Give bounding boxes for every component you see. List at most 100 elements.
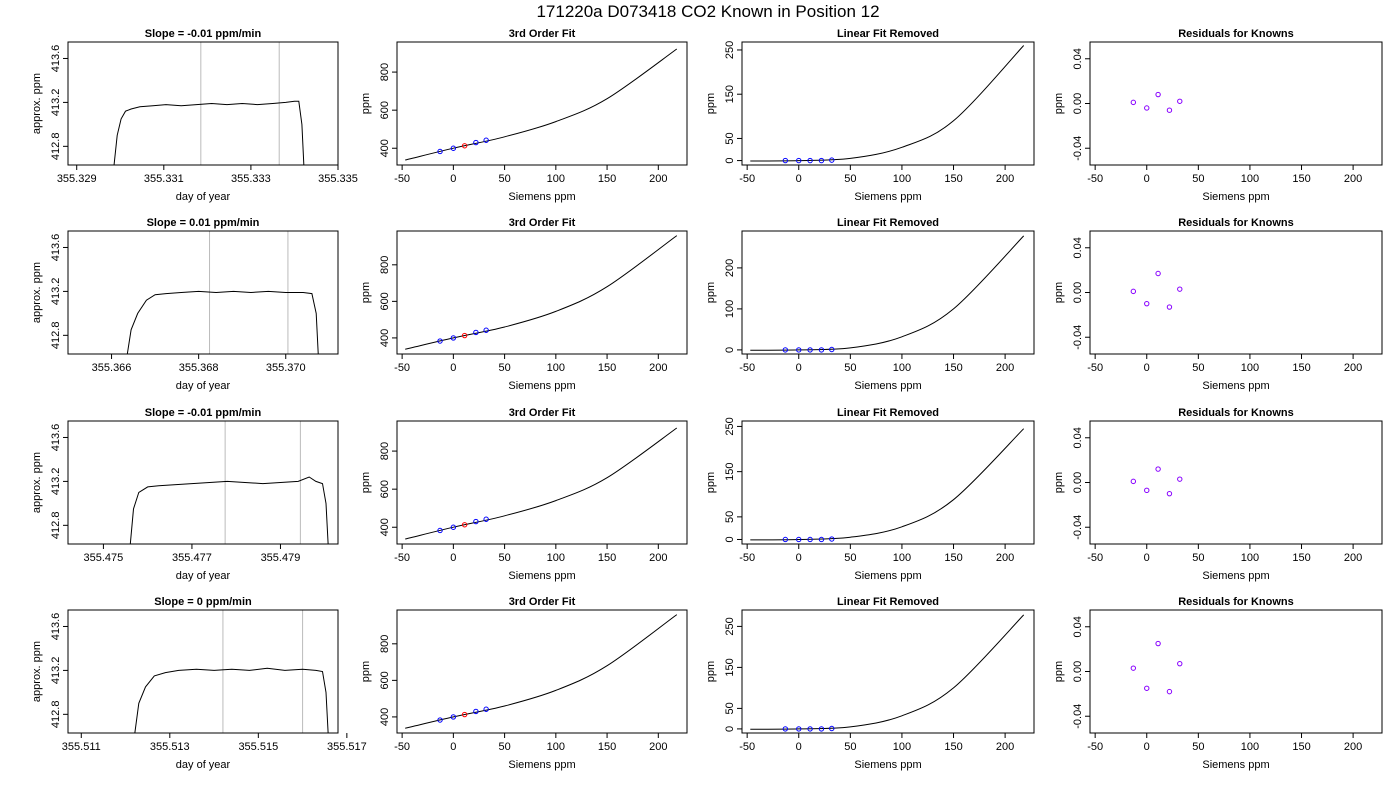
y-axis-label: approx. ppm (31, 73, 43, 134)
series-line (129, 476, 329, 544)
y-tick-label: 413.2 (50, 468, 62, 496)
y-tick-label: 0 (724, 536, 736, 542)
plot-frame (396, 41, 688, 166)
y-tick-label: 150 (724, 85, 736, 103)
plot-frame (396, 420, 688, 545)
data-point (1130, 478, 1137, 485)
x-tick-label: 150 (1292, 741, 1310, 753)
data-point (1144, 105, 1150, 111)
x-tick-label: -50 (739, 552, 755, 564)
panel-r4-c4: -50 0 50 100 150 200 -0.04 0.00 0.04 Residuals fo… (1053, 596, 1383, 771)
x-tick-label: 50 (498, 741, 510, 753)
y-axis-label: ppm (1053, 472, 1065, 493)
y-tick-label: 413.6 (50, 613, 62, 641)
data-point (1155, 270, 1161, 277)
data-point (483, 137, 489, 143)
y-tick-label: 412.8 (50, 701, 62, 729)
x-tick-label: 200 (996, 173, 1014, 185)
data-point (437, 527, 443, 534)
x-tick-label: -50 (394, 173, 410, 185)
x-tick-label: 355.331 (144, 173, 184, 185)
x-tick-label: 355.513 (150, 741, 190, 753)
x-axis-label: day of year (176, 380, 231, 392)
panel-title: Slope = 0 ppm/min (154, 596, 252, 608)
y-tick-label: 0.04 (1072, 237, 1084, 258)
data-point (807, 157, 813, 164)
x-tick-label: 100 (1241, 552, 1259, 564)
panel-title: Residuals for Knowns (1178, 217, 1294, 229)
series-line (134, 667, 329, 733)
x-tick-label: -50 (1087, 362, 1103, 374)
y-tick-label: 250 (724, 617, 736, 635)
data-point (461, 522, 468, 528)
y-tick-label: 800 (379, 256, 391, 274)
plot-frame (1089, 609, 1383, 734)
fit-curve (750, 235, 1025, 351)
panel-title: 3rd Order Fit (509, 407, 576, 419)
x-tick-label: 0 (796, 552, 802, 564)
panel-title: Linear Fit Removed (837, 596, 939, 608)
x-tick-label: -50 (394, 741, 410, 753)
x-tick-label: 50 (1192, 741, 1204, 753)
panel-r3-c4: -50 0 50 100 150 200 -0.04 0.00 0.04 Residuals fo… (1053, 407, 1383, 582)
panel-title: Residuals for Knowns (1178, 28, 1294, 40)
panel-r3-c3: -50 0 50 100 150 200 0 50 150 250 Linear Fit Remov… (705, 407, 1035, 582)
data-point (437, 338, 443, 344)
y-axis-label: approx. ppm (31, 452, 43, 513)
y-tick-label: 413.2 (50, 657, 62, 685)
x-tick-label: 355.517 (327, 741, 367, 753)
x-tick-label: -50 (394, 362, 410, 374)
y-tick-label: 412.8 (50, 512, 62, 540)
y-axis-label: ppm (360, 282, 372, 303)
fit-curve (405, 48, 678, 161)
y-axis-label: ppm (705, 282, 717, 303)
data-point (1166, 490, 1173, 497)
x-axis-label: day of year (176, 191, 231, 203)
x-tick-label: -50 (1087, 173, 1103, 185)
x-tick-label: 355.477 (172, 552, 212, 564)
x-axis-label: Siemens ppm (854, 570, 921, 582)
x-tick-label: 50 (844, 741, 856, 753)
x-tick-label: 150 (1292, 173, 1310, 185)
panel-title: 3rd Order Fit (509, 28, 576, 40)
x-tick-label: 50 (844, 362, 856, 374)
y-tick-label: 0.04 (1072, 48, 1084, 69)
x-axis-label: Siemens ppm (1202, 570, 1269, 582)
x-tick-label: -50 (394, 552, 410, 564)
x-tick-label: 355.368 (179, 362, 219, 374)
x-tick-label: 200 (1344, 173, 1362, 185)
panel-title: 3rd Order Fit (509, 217, 576, 229)
x-tick-label: 0 (1144, 741, 1150, 753)
x-tick-label: 150 (1292, 362, 1310, 374)
x-tick-label: 0 (1144, 552, 1150, 564)
y-tick-label: 0 (724, 726, 736, 732)
y-axis-label: ppm (1053, 282, 1065, 303)
x-tick-label: 50 (1192, 552, 1204, 564)
x-tick-label: 200 (1344, 362, 1362, 374)
plot-frame (1089, 230, 1383, 355)
data-point (483, 706, 489, 712)
data-point (807, 347, 813, 353)
y-axis-label: ppm (705, 661, 717, 682)
plot-frame (396, 230, 688, 355)
data-point (829, 157, 835, 163)
y-tick-label: -0.04 (1072, 136, 1084, 161)
plot-frame (741, 41, 1035, 166)
x-tick-label: 100 (893, 362, 911, 374)
y-tick-label: 800 (379, 635, 391, 653)
x-tick-label: 150 (598, 173, 616, 185)
x-tick-label: 200 (1344, 741, 1362, 753)
panel-r1-c1: 355.329 355.331 355.333 355.335 412.8 413.2 41… (31, 28, 358, 203)
data-point (450, 714, 457, 720)
y-axis-label: ppm (1053, 661, 1065, 682)
panel-r4-c1: 355.511 355.513 355.515 355.517 412.8 413.2 41… (31, 596, 367, 771)
y-tick-label: 0.04 (1072, 616, 1084, 637)
data-point (818, 157, 825, 164)
plot-frame (741, 230, 1035, 355)
data-point (796, 157, 802, 164)
y-tick-label: 50 (724, 511, 736, 523)
x-tick-label: 50 (844, 173, 856, 185)
x-tick-label: 150 (944, 741, 962, 753)
data-point (1130, 99, 1137, 106)
